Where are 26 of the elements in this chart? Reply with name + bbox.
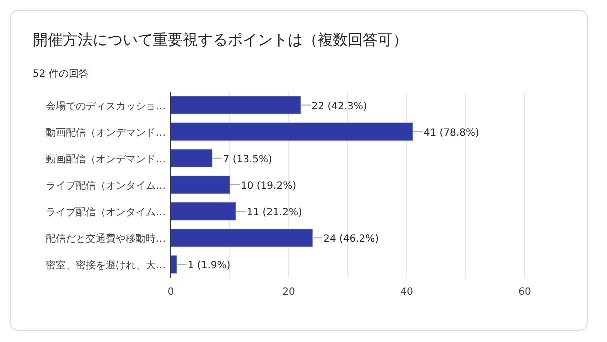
- y-tick-label: 配信だと交通費や移動時…: [46, 233, 166, 246]
- y-tick-label: 会場でのディスカッショ…: [46, 100, 166, 112]
- data-label: 41 (78.8%): [424, 128, 480, 139]
- x-tick-label: 60: [518, 287, 532, 298]
- y-tick-label: ライブ配信（オンタイム…: [46, 206, 166, 219]
- text: 52 件の回答: [33, 68, 89, 80]
- data-label: 24 (46.2%): [324, 234, 380, 246]
- bar: [170, 202, 236, 221]
- bar: [170, 176, 230, 194]
- x-tick-label: 20: [282, 287, 296, 298]
- data-label: 7 (13.5%): [223, 154, 273, 166]
- bar: [170, 229, 313, 248]
- y-tick-label: ライブ配信（オンタイム…: [46, 180, 166, 192]
- bar: [170, 122, 414, 141]
- data-label: 1 (1.9%): [188, 260, 231, 272]
- y-tick-label: 密室、密接を避けれ、大…: [46, 260, 166, 272]
- chart-title: 開催方法について重要視するポイントは（複数回答可）: [33, 31, 408, 49]
- y-tick-label: 動画配信（オンデマンド…: [46, 126, 166, 139]
- data-label: 10 (19.2%): [241, 181, 297, 192]
- x-tick-label: 40: [400, 287, 414, 298]
- x-tick-label: 0: [168, 287, 174, 298]
- data-label: 11 (21.2%): [246, 208, 302, 219]
- data-label: 22 (42.3%): [312, 101, 368, 112]
- y-tick-label: 動画配信（オンデマンド…: [46, 153, 166, 166]
- bar: [170, 96, 302, 114]
- bar: [170, 149, 213, 168]
